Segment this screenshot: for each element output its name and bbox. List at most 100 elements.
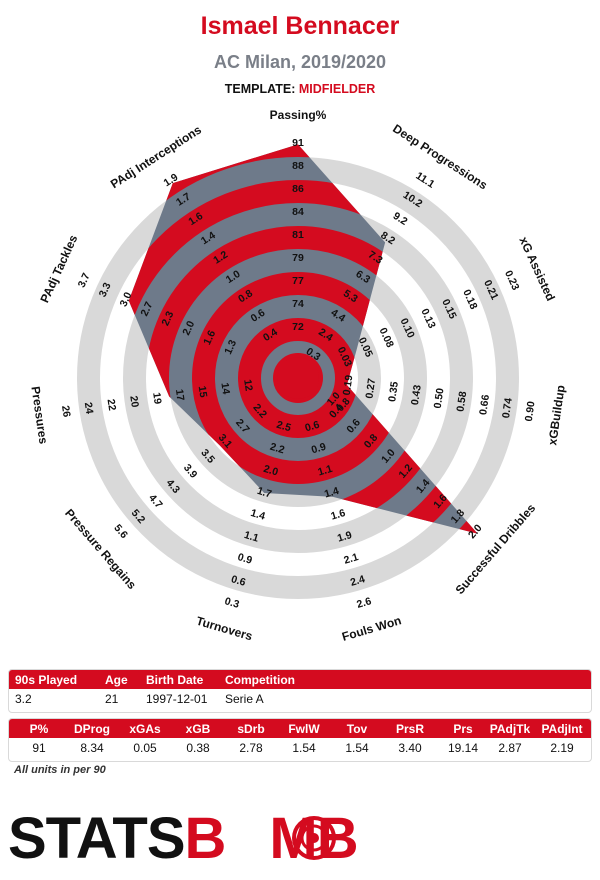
info-header-competition: Competition xyxy=(225,673,295,687)
tick-label: 2.1 xyxy=(342,551,360,567)
stat-header-prsr: PrsR xyxy=(395,722,424,736)
stat-header-tov: Tov xyxy=(346,722,368,736)
stat-value-xgb: 0.38 xyxy=(186,741,210,755)
tick-label: 0.74 xyxy=(500,397,515,419)
axis-label: Deep Progressions xyxy=(390,121,490,192)
axis-label: Pressures xyxy=(28,385,50,445)
tick-label: 81 xyxy=(292,229,304,241)
info-value-age: 21 xyxy=(105,692,119,706)
tick-label: 2.0 xyxy=(262,463,280,479)
stat-header-padjtk: PAdjTk xyxy=(489,722,531,736)
tick-label: 1.6 xyxy=(201,328,218,346)
stat-value-p: 91 xyxy=(32,741,46,755)
stat-value-prs: 19.14 xyxy=(447,741,479,755)
tick-label: 2.6 xyxy=(355,595,373,611)
tick-label: 0.3 xyxy=(223,595,241,611)
tick-label: 3.9 xyxy=(181,462,200,481)
stat-value-padjint: 2.19 xyxy=(550,741,574,755)
info-header-90s: 90s Played xyxy=(15,673,78,687)
stat-header-prs: Prs xyxy=(453,722,473,736)
tick-label: 3.7 xyxy=(76,271,93,289)
tick-label: 88 xyxy=(292,160,304,172)
logo-b: B xyxy=(184,806,227,871)
tick-label: 1.7 xyxy=(256,485,274,501)
tick-label: 3.3 xyxy=(97,281,114,299)
tick-label: 0.6 xyxy=(230,573,248,589)
tick-label: 1.1 xyxy=(317,463,335,479)
stat-header-padjint: PAdjInt xyxy=(541,722,583,736)
club-season: AC Milan, 2019/2020 xyxy=(213,52,387,72)
axis-label: xG Assisted xyxy=(516,235,557,304)
tick-label: 5.6 xyxy=(111,522,130,541)
tick-label: 2.5 xyxy=(275,419,293,435)
radar-chart: 727477798184868891Passing%0.32.44.45.36.… xyxy=(28,108,567,644)
tick-label: 91 xyxy=(292,137,304,149)
tick-label: 22 xyxy=(105,398,119,411)
tick-label: 14 xyxy=(218,382,232,395)
stat-value-padjtk: 2.87 xyxy=(498,741,522,755)
tick-label: 12 xyxy=(241,379,255,392)
tick-label: 2.7 xyxy=(138,300,155,318)
logo-stats: STATS xyxy=(8,806,186,871)
tick-label: 0.19 xyxy=(341,374,356,396)
axis-label: xGBuildup xyxy=(545,384,567,446)
axis-label: Passing% xyxy=(270,108,327,122)
axis-label: Pressure Regains xyxy=(62,506,139,592)
polygon-band xyxy=(238,318,358,438)
tick-label: 0.23 xyxy=(502,269,521,293)
axis-label: PAdj Tackles xyxy=(37,232,80,304)
stat-value-sdrb: 2.78 xyxy=(239,741,263,755)
tick-label: 86 xyxy=(292,183,304,195)
tick-label: 19 xyxy=(150,392,164,405)
stats-table-row: 91 8.34 0.05 0.38 2.78 1.54 1.54 3.40 19… xyxy=(9,738,591,757)
stat-header-dprog: DProg xyxy=(74,722,110,736)
tick-label: 2.4 xyxy=(349,573,367,589)
info-value-competition: Serie A xyxy=(225,692,264,706)
info-table: 90s Played Age Birth Date Competition 3.… xyxy=(8,669,592,713)
stat-header-fwlw: FwlW xyxy=(288,722,320,736)
stat-header-sdrb: sDrb xyxy=(237,722,265,736)
tick-label: 4.7 xyxy=(146,492,165,511)
tick-label: 72 xyxy=(292,321,304,333)
logo-target-icon xyxy=(292,816,336,860)
stat-header-p: P% xyxy=(29,722,49,736)
stat-header-xgas: xGAs xyxy=(129,722,161,736)
tick-label: 84 xyxy=(292,206,304,218)
tick-label: 0.66 xyxy=(477,394,492,416)
template-value: MIDFIELDER xyxy=(298,82,376,96)
stat-value-tov: 1.54 xyxy=(345,741,369,755)
axis-label: Fouls Won xyxy=(340,613,403,644)
tick-label: 3.0 xyxy=(118,290,135,308)
tick-label: 1.4 xyxy=(323,485,341,501)
stat-header-xgb: xGB xyxy=(185,722,211,736)
center-ring xyxy=(273,353,323,403)
info-header-birthdate: Birth Date xyxy=(146,673,204,687)
tick-label: 1.4 xyxy=(249,507,267,523)
tick-label: 79 xyxy=(292,252,304,264)
tick-label: 15 xyxy=(196,385,210,398)
tick-label: 2.3 xyxy=(159,309,176,327)
stats-table: P% DProg xGAs xGB sDrb FwlW Tov PrsR Prs… xyxy=(8,718,592,762)
tick-label: 1.1 xyxy=(243,529,261,545)
tick-label: 74 xyxy=(292,298,304,310)
tick-label: 0.9 xyxy=(236,551,254,567)
tick-label: 0.43 xyxy=(409,384,424,406)
info-table-header: 90s Played Age Birth Date Competition xyxy=(9,670,591,689)
tick-label: 0.35 xyxy=(386,381,401,403)
template-line: TEMPLATE: MIDFIELDER xyxy=(0,82,600,96)
stat-value-xgas: 0.05 xyxy=(133,741,157,755)
tick-label: 0.27 xyxy=(363,377,378,399)
tick-label: 77 xyxy=(292,275,304,287)
info-header-age: Age xyxy=(105,673,128,687)
tick-label: 0.90 xyxy=(523,400,538,422)
tick-label: 1.3 xyxy=(222,338,239,356)
tick-label: 0.58 xyxy=(455,390,470,412)
polygon-band xyxy=(128,180,478,534)
tick-label: 2.0 xyxy=(180,319,197,337)
tick-label: 17 xyxy=(173,388,187,401)
polygon-band xyxy=(128,144,478,534)
tick-label: 11.1 xyxy=(413,170,436,191)
tick-label: 9.2 xyxy=(391,210,410,228)
tick-label: 1.9 xyxy=(336,529,354,545)
stat-value-fwlw: 1.54 xyxy=(292,741,316,755)
